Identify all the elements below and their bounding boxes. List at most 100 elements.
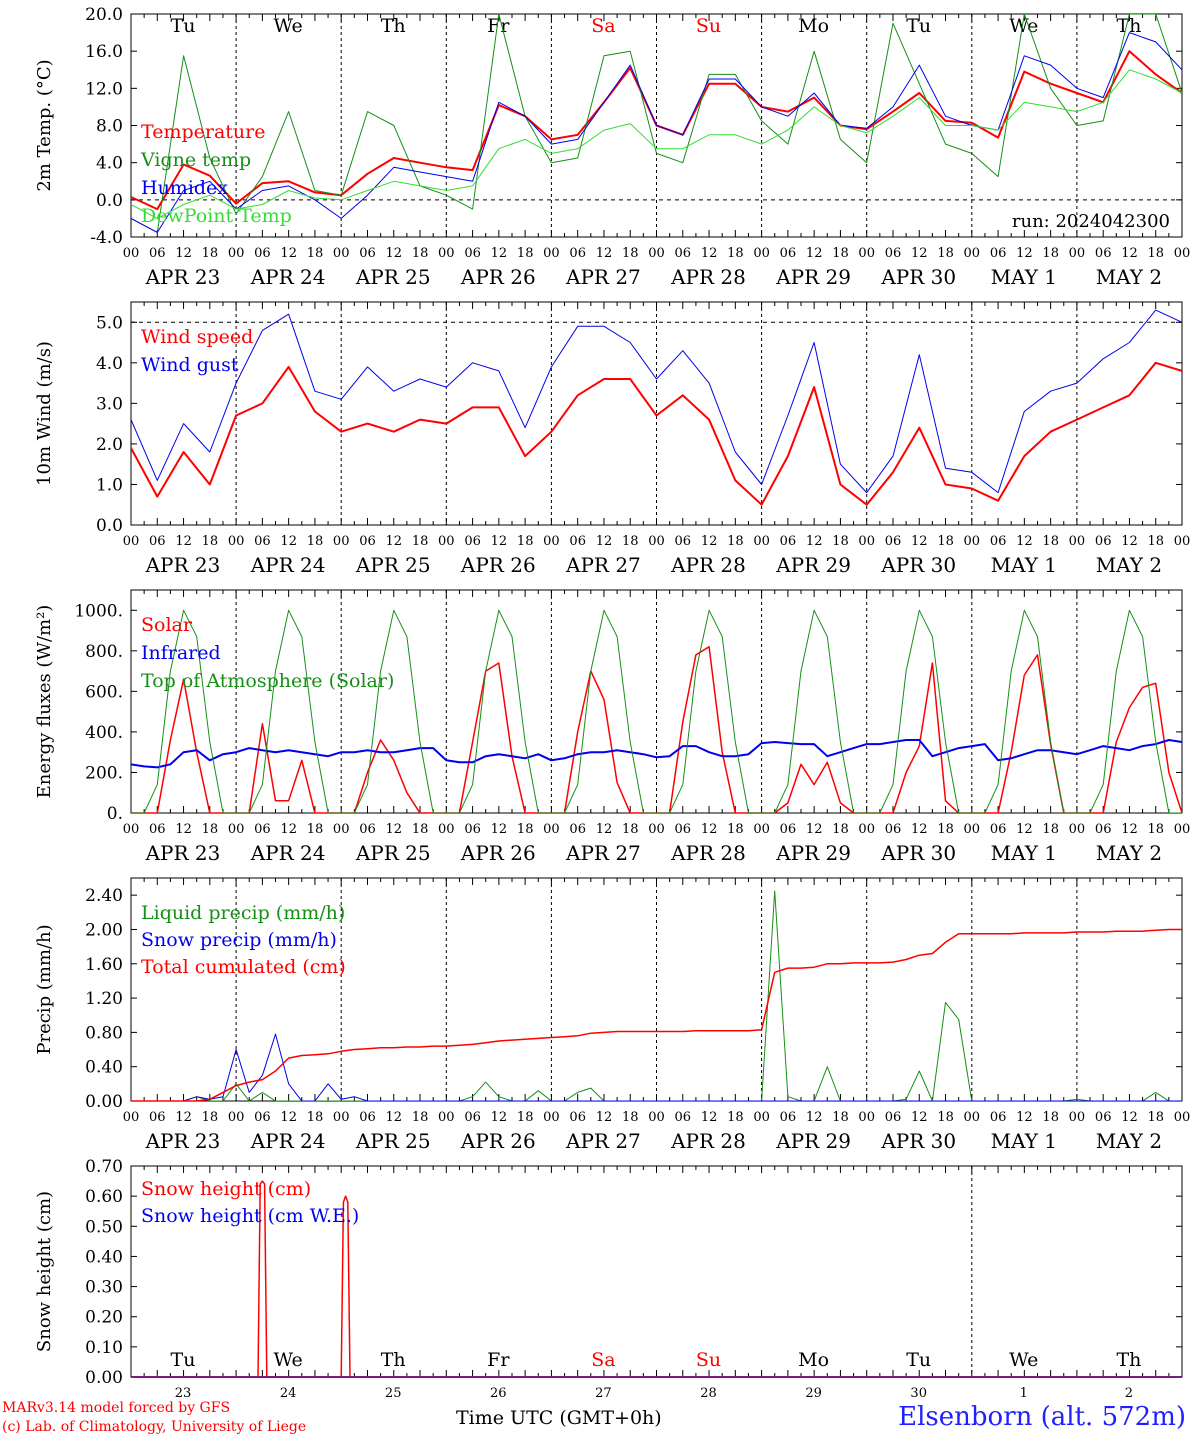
day-name-label: Mo: [798, 1349, 829, 1371]
hour-tick-label: 06: [675, 822, 692, 837]
hour-tick-label: 12: [491, 246, 508, 261]
hour-tick-label: 12: [806, 1110, 823, 1125]
model-credit: MARv3.14 model forced by GFS: [2, 1400, 231, 1416]
hour-tick-label: 00: [438, 1110, 455, 1125]
hour-tick-label: 12: [701, 822, 718, 837]
hour-tick-label: 18: [727, 534, 744, 549]
y-tick-label: 4.0: [96, 154, 123, 174]
y-tick-label: 0.40: [85, 1058, 123, 1078]
hour-tick-label: 06: [990, 534, 1007, 549]
hour-tick-label: 12: [386, 1110, 403, 1125]
date-label: APR 29: [775, 841, 851, 865]
hour-tick-label: 12: [596, 822, 613, 837]
legend-entry: Wind gust: [141, 354, 239, 376]
hour-tick-label: 12: [280, 534, 297, 549]
date-label: APR 30: [880, 265, 956, 289]
hour-tick-label: 18: [622, 534, 639, 549]
hour-tick-label: 00: [858, 246, 875, 261]
hour-tick-label: 06: [1095, 246, 1112, 261]
hour-tick-label: 00: [543, 822, 560, 837]
hour-tick-label: 12: [701, 246, 718, 261]
date-number-label: 28: [700, 1386, 717, 1401]
date-label: APR 29: [775, 553, 851, 577]
hour-tick-label: 18: [832, 822, 849, 837]
y-tick-label: 2.0: [96, 435, 123, 455]
date-label: MAY 1: [991, 1129, 1057, 1153]
hour-tick-label: 06: [1095, 822, 1112, 837]
date-label: MAY 2: [1096, 841, 1162, 865]
hour-tick-label: 12: [280, 246, 297, 261]
hour-tick-label: 00: [333, 534, 350, 549]
hour-tick-label: 00: [648, 1110, 665, 1125]
date-label: APR 28: [670, 841, 746, 865]
hour-tick-label: 18: [622, 246, 639, 261]
y-tick-label: 1000.: [74, 601, 123, 621]
date-number-label: 27: [595, 1386, 612, 1401]
hour-tick-label: 00: [858, 1110, 875, 1125]
hour-tick-label: 00: [1174, 1110, 1191, 1125]
lab-credit: (c) Lab. of Climatology, University of L…: [2, 1419, 307, 1435]
hour-tick-label: 00: [438, 822, 455, 837]
hour-tick-label: 18: [937, 246, 954, 261]
day-name-label: Tu: [906, 1349, 931, 1371]
hour-tick-label: 18: [517, 534, 534, 549]
hour-tick-label: 12: [1016, 246, 1033, 261]
hour-tick-label: 12: [386, 246, 403, 261]
hour-tick-label: 00: [1174, 534, 1191, 549]
hour-tick-label: 06: [359, 534, 376, 549]
day-name-label: We: [1009, 1349, 1038, 1371]
date-number-label: 23: [175, 1386, 192, 1401]
y-tick-label: 200.: [85, 763, 123, 783]
series-line: [131, 1180, 1182, 1377]
hour-tick-label: 12: [175, 246, 192, 261]
hour-tick-label: 12: [806, 246, 823, 261]
hour-tick-label: 12: [1121, 822, 1138, 837]
date-label: MAY 2: [1096, 553, 1162, 577]
hour-tick-label: 18: [1042, 246, 1059, 261]
hour-tick-label: 12: [280, 1110, 297, 1125]
y-tick-label: 16.0: [85, 42, 123, 62]
y-tick-label: 4.0: [96, 354, 123, 374]
date-label: APR 27: [565, 1129, 641, 1153]
series-line: [131, 609, 1182, 813]
date-number-label: 1: [1020, 1386, 1028, 1401]
hour-tick-label: 18: [202, 1110, 219, 1125]
hour-tick-label: 06: [1095, 534, 1112, 549]
legend-entry: Total cumulated (cm): [141, 956, 346, 978]
hour-tick-label: 06: [780, 822, 797, 837]
date-number-label: 2: [1125, 1386, 1133, 1401]
hour-tick-label: 00: [858, 822, 875, 837]
legend-entry: Wind speed: [141, 326, 253, 348]
day-name-label: We: [1009, 15, 1038, 37]
series-line: [131, 309, 1182, 494]
hour-tick-label: 18: [412, 534, 429, 549]
hour-tick-label: 06: [149, 246, 166, 261]
y-tick-label: 1.20: [85, 989, 123, 1009]
y-tick-label: 20.0: [85, 5, 123, 25]
hour-tick-label: 18: [307, 822, 324, 837]
date-label: APR 23: [145, 1129, 221, 1153]
legend-entry: Solar: [141, 614, 193, 636]
hour-tick-label: 06: [254, 1110, 271, 1125]
hour-tick-label: 00: [1069, 534, 1086, 549]
legend-entry: Temperature: [141, 121, 265, 143]
hour-tick-label: 00: [753, 534, 770, 549]
snow-height-panel: 0.00 0.10 0.20 0.30 0.40 0.50 0.60 0.70 Snow hei…: [34, 1157, 1183, 1401]
hour-tick-label: 00: [333, 246, 350, 261]
series-line: [131, 69, 1182, 219]
day-name-label: We: [273, 15, 302, 37]
hour-tick-label: 00: [1069, 822, 1086, 837]
hour-tick-label: 06: [675, 1110, 692, 1125]
hour-tick-label: 00: [123, 246, 140, 261]
hour-tick-label: 12: [491, 534, 508, 549]
date-label: APR 25: [355, 841, 431, 865]
y-tick-label: 0.80: [85, 1023, 123, 1043]
date-number-label: 30: [910, 1386, 927, 1401]
date-label: MAY 1: [991, 265, 1057, 289]
hour-tick-label: 00: [228, 822, 245, 837]
hour-tick-label: 12: [911, 534, 928, 549]
y-tick-label: 0.20: [85, 1308, 123, 1328]
hour-tick-label: 12: [175, 822, 192, 837]
hour-tick-label: 12: [701, 1110, 718, 1125]
